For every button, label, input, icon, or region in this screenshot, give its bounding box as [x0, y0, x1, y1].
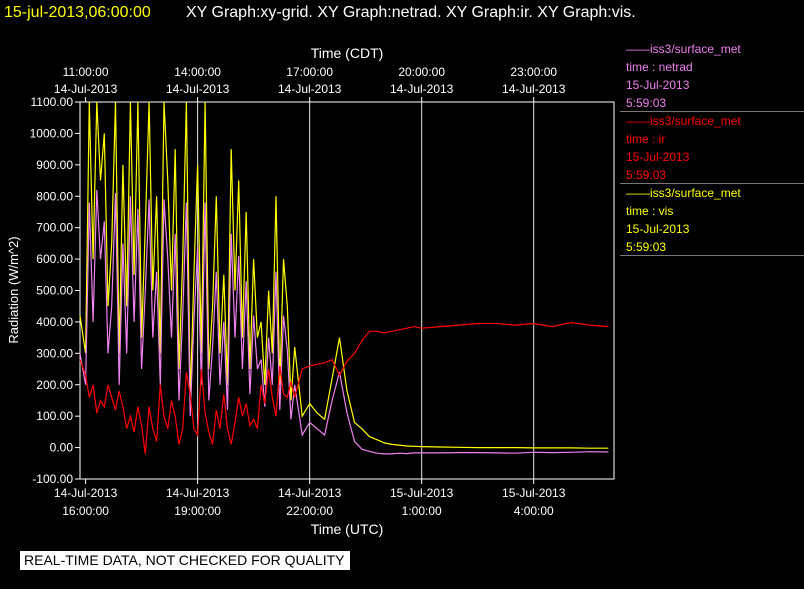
header-date: 15-jul-2013,06:00:00 [4, 4, 151, 21]
legend-text: 5:59:03 [626, 168, 667, 182]
x-tick-time: 19:00:00 [174, 504, 221, 518]
series-line-vis [79, 101, 609, 449]
x-tick-date: 15-Jul-2013 [502, 486, 566, 500]
legend-text: ——iss3/surface_met [626, 42, 741, 56]
y-tick-label: 700.00 [36, 221, 73, 235]
legend-text: 5:59:03 [626, 240, 667, 254]
legend-text: time : netrad [626, 60, 693, 74]
x-top-tick-date: 14-Jul-2013 [166, 82, 230, 96]
y-tick-label: 1100.00 [31, 95, 74, 109]
y-tick-label: 900.00 [36, 158, 73, 172]
legend-text: 15-Jul-2013 [626, 78, 690, 92]
y-tick-label: 300.00 [36, 346, 73, 360]
x-axis-label-bottom: Time (UTC) [311, 521, 384, 537]
x-ticks-bottom: 14-Jul-2013 16:00:00 14-Jul-2013 19:00:00 14… [54, 479, 566, 518]
y-tick-label: 500.00 [36, 284, 73, 298]
y-tick-label: 600.00 [36, 252, 73, 266]
x-tick-date: 14-Jul-2013 [166, 486, 230, 500]
legend-text: 15-Jul-2013 [626, 222, 690, 236]
x-tick-date: 15-Jul-2013 [390, 486, 454, 500]
y-ticks: -100.00 0.00 100.00 200.00 300.00 400.00 500.0… [30, 95, 80, 486]
legend-text: ——iss3/surface_met [626, 114, 741, 128]
x-tick-time: 22:00:00 [286, 504, 333, 518]
header-graph-list: XY Graph:xy-grid. XY Graph:netrad. XY Gr… [186, 4, 636, 21]
x-top-tick-time: 17:00:00 [286, 65, 333, 79]
series-line-ir [79, 321, 609, 454]
x-top-tick-time: 20:00:00 [398, 65, 445, 79]
y-tick-label: 0.00 [50, 441, 74, 455]
x-top-tick-date: 14-Jul-2013 [278, 82, 342, 96]
legend-separator [620, 183, 804, 184]
x-tick-time: 4:00:00 [514, 504, 554, 518]
series-group [79, 101, 609, 455]
x-tick-date: 14-Jul-2013 [54, 486, 118, 500]
legend-text: time : ir [626, 132, 666, 146]
y-tick-label: 1000.00 [30, 126, 74, 140]
y-tick-label: -100.00 [32, 472, 73, 486]
x-top-tick-time: 14:00:00 [174, 65, 221, 79]
y-tick-label: 800.00 [36, 189, 73, 203]
y-tick-label: 400.00 [36, 315, 73, 329]
x-tick-time: 16:00:00 [62, 504, 109, 518]
qc-banner: REAL-TIME DATA, NOT CHECKED FOR QUALITY [20, 551, 351, 570]
x-top-tick-date: 14-Jul-2013 [390, 82, 454, 96]
legend-separator [620, 111, 804, 112]
legend-text: 15-Jul-2013 [626, 150, 690, 164]
y-tick-label: 200.00 [36, 378, 73, 392]
x-top-tick-time: 11:00:00 [63, 65, 109, 79]
x-axis-label-top: Time (CDT) [311, 45, 384, 61]
x-top-tick-time: 23:00:00 [510, 65, 557, 79]
legend-text: time : vis [626, 204, 674, 218]
legend-text: ——iss3/surface_met [626, 186, 741, 200]
x-tick-date: 14-Jul-2013 [278, 486, 342, 500]
legend-separator [620, 255, 804, 256]
y-tick-label: 100.00 [36, 409, 73, 423]
x-top-tick-date: 14-Jul-2013 [502, 82, 566, 96]
x-tick-time: 1:00:00 [402, 504, 442, 518]
x-top-tick-date: 14-Jul-2013 [54, 82, 118, 96]
legend-text: 5:59:03 [626, 96, 667, 110]
series-line-netrad [79, 189, 609, 455]
legend: ——iss3/surface_met time : netrad 15-Jul-20… [620, 40, 804, 256]
header-bar: 15-jul-2013,06:00:00 XY Graph:xy-grid. X… [0, 0, 804, 26]
x-ticks-top: 11:00:00 14-Jul-2013 14:00:00 14-Jul-2013 17… [54, 65, 566, 102]
y-axis-label: Radiation (W/m^2) [6, 236, 21, 343]
